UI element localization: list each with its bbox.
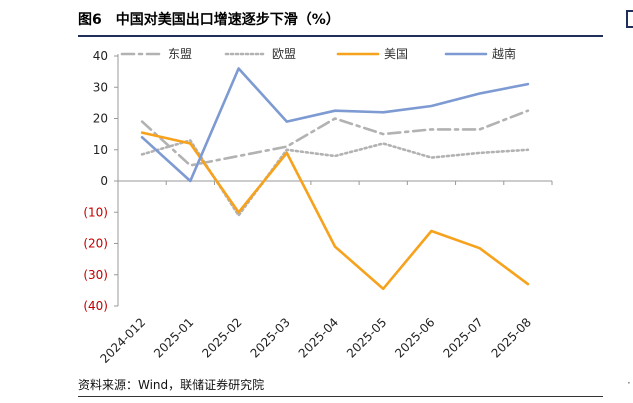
x-tick-label: 2025-03 xyxy=(248,315,293,360)
y-tick-label: 40 xyxy=(93,49,108,63)
series-line-0 xyxy=(140,109,530,167)
y-tick-labels: 40 30 20 10 0 (10) (20) (30) (40) xyxy=(83,49,108,313)
legend-label-3: 越南 xyxy=(492,46,516,61)
y-tick-label: 20 xyxy=(93,112,108,126)
chart-legend: 东盟 欧盟 美国 越南 xyxy=(120,46,516,61)
x-tick-label: 2025-06 xyxy=(392,315,437,360)
legend-label-1: 欧盟 xyxy=(272,47,296,61)
bottom-rule xyxy=(78,396,603,397)
series-line-3 xyxy=(140,67,530,183)
x-tick-label: 2025-02 xyxy=(199,315,244,360)
x-tick-label: 2025-04 xyxy=(296,315,341,360)
y-tick-label: 30 xyxy=(93,80,108,94)
legend-label-0: 东盟 xyxy=(168,47,192,61)
series-line-2 xyxy=(140,131,530,291)
series-lines xyxy=(140,67,530,291)
y-tick-label: (20) xyxy=(83,237,108,251)
edge-glyph-text: · xyxy=(627,376,631,390)
x-tick-label: 2025-05 xyxy=(344,315,389,360)
x-tick-label: 2025-08 xyxy=(489,315,534,360)
y-tick-label: (30) xyxy=(83,268,108,282)
y-tick-label: 0 xyxy=(100,174,108,188)
y-tick-label: 10 xyxy=(93,143,108,157)
title-rule xyxy=(78,35,603,37)
x-tick-labels: 2024-012 2025-01 2025-02 2025-03 2025-04 2025… xyxy=(97,315,534,366)
figure-title: 图6 中国对美国出口增速逐步下滑（%） xyxy=(78,12,340,28)
edge-glyph xyxy=(626,10,633,28)
y-tick-label: (10) xyxy=(83,205,108,219)
series-line-1 xyxy=(140,139,530,217)
x-tick-label: 2025-01 xyxy=(151,315,196,360)
legend-label-2: 美国 xyxy=(384,47,408,61)
y-tick-label: (40) xyxy=(83,299,108,313)
source-note: 资料来源：Wind，联储证券研究院 xyxy=(78,378,265,392)
x-tick-label: 2024-012 xyxy=(97,315,148,366)
x-tick-label: 2025-07 xyxy=(440,315,485,360)
